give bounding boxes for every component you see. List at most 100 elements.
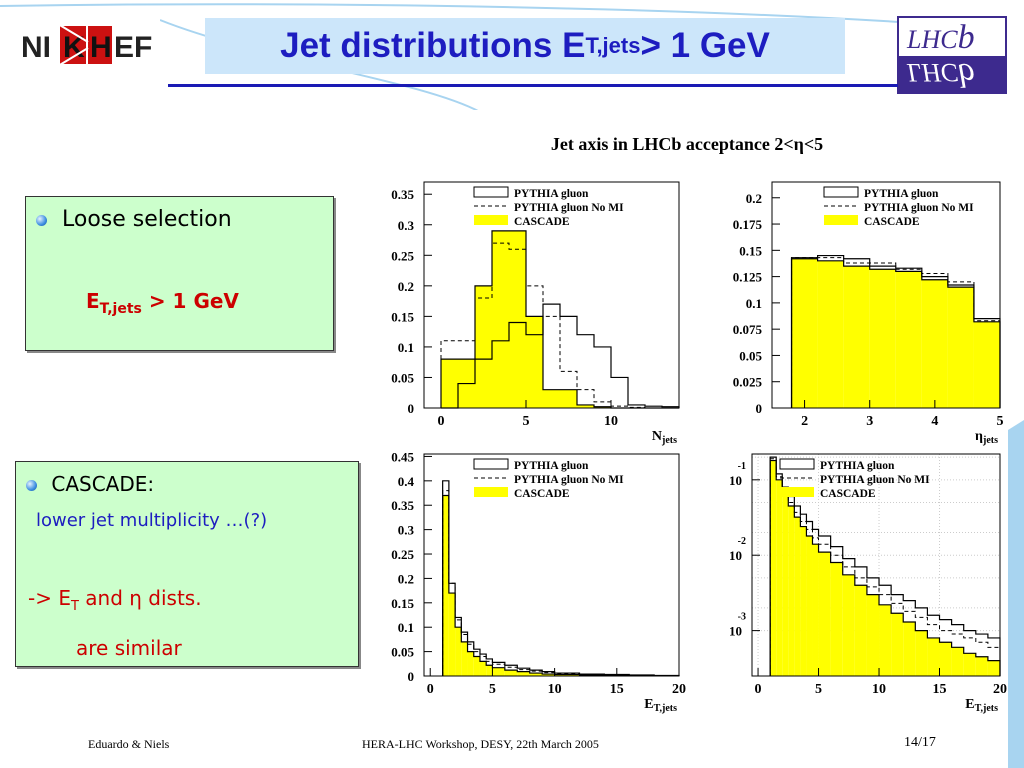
cascade-bar <box>577 404 594 408</box>
cascade-bar <box>442 495 449 676</box>
cascade-bar <box>963 653 976 676</box>
pythia-gluon-series <box>441 303 680 409</box>
x-tick-label: 5 <box>489 682 496 697</box>
y-tick-label: 0 <box>408 669 415 684</box>
cascade-bar <box>842 574 855 676</box>
cascade-bar <box>891 613 904 676</box>
y-tick-label: 0.15 <box>391 596 414 611</box>
x-tick-label: 0 <box>438 414 445 429</box>
cascade-bar <box>529 673 543 676</box>
axes-frame <box>751 453 1001 677</box>
legend-swatch-cascade <box>780 487 814 497</box>
svg-text:NI: NI <box>21 31 51 64</box>
legend-swatch-pythia <box>473 458 509 470</box>
slide-title: Jet distributions E T,jets > 1 GeV <box>280 26 770 65</box>
legend-label: PYTHIA gluon <box>820 460 895 472</box>
cascade-bar <box>467 651 474 676</box>
cascade-bar <box>879 604 892 676</box>
cascade-bar <box>560 389 577 408</box>
y-tick-label: 0.4 <box>398 474 415 489</box>
cascade-bar <box>895 271 922 408</box>
y-tick-label: 0.075 <box>733 322 763 337</box>
cascade-bar <box>770 460 777 676</box>
cascade-bar <box>554 674 580 676</box>
footer-page-number: 14/17 <box>904 735 936 750</box>
bullet-dot-icon <box>36 215 47 226</box>
chart-panel-2: 0 0.025 0.05 0.075 0.1 0.125 0.15 0.175 0.2 2 3 4 5η… <box>733 181 1004 446</box>
bullet-dot-icon <box>26 480 37 491</box>
cascade-bar <box>973 321 1000 408</box>
plots-figure: Jet axis in LHCb acceptance 2<η<5 00.050… <box>367 110 1007 726</box>
cascade-bar <box>486 665 493 676</box>
x-axis-label: ET,jets <box>644 697 677 714</box>
pythia-gluon-series <box>790 254 1001 408</box>
cascade-bar <box>939 642 952 676</box>
x-axis-label: Njets <box>652 429 677 446</box>
legend-label: PYTHIA gluon No MI <box>514 474 624 486</box>
cascade-bar <box>854 585 867 676</box>
svg-text:H: H <box>90 31 112 64</box>
cascade-bar <box>475 285 492 408</box>
cascade-bullet: CASCADE: <box>26 472 154 496</box>
cascade-bar <box>987 660 1000 676</box>
cascade-bar <box>915 630 928 676</box>
lhcb-logo: LHCb LHCb <box>897 16 1007 94</box>
cascade-bar <box>817 260 844 408</box>
y-tick-exponent: -3 <box>738 612 746 623</box>
legend-label: CASCADE <box>820 488 876 500</box>
cascade-bar <box>903 622 916 676</box>
pythia-nomi-series <box>791 257 1001 408</box>
x-axis-label: ηjets <box>975 429 998 446</box>
cascade-bar <box>947 287 974 408</box>
y-tick-label: 0.3 <box>398 218 415 233</box>
x-tick-label: 10 <box>872 682 886 697</box>
legend-label: PYTHIA gluon <box>514 460 589 472</box>
cascade-bar <box>543 389 560 408</box>
x-tick-label: 20 <box>993 682 1007 697</box>
cascade-line3: are similar <box>76 636 182 660</box>
y-tick-label: 0.45 <box>391 449 414 464</box>
chart-panel-1: 0 0.05 0.1 0.15 0.2 0.25 0.3 0.35 0 5 10 Njets PYTHI… <box>391 181 680 446</box>
selection-box: Loose selection ET,jets > 1 GeV <box>25 196 334 351</box>
cascade-bar <box>788 505 795 676</box>
x-tick-label: 4 <box>931 414 938 429</box>
legend-swatch-pythia <box>779 458 815 470</box>
legend-label: PYTHIA gluon <box>514 188 589 200</box>
cascade-line2: -> ET and η dists. <box>28 586 202 614</box>
pythia-gluon-series <box>442 480 680 677</box>
svg-text:LHCb: LHCb <box>906 19 975 56</box>
y-tick-label: 0.15 <box>391 309 414 324</box>
x-tick-label: 3 <box>866 414 873 429</box>
cascade-bar <box>455 627 462 676</box>
x-tick-label: 20 <box>672 682 686 697</box>
y-tick-label: 0.2 <box>398 279 414 294</box>
cascade-bar <box>951 647 964 676</box>
y-tick-label: 0.3 <box>398 523 415 538</box>
cascade-bar <box>542 674 555 676</box>
y-tick-label: 0.05 <box>391 370 414 385</box>
pythia-nomi-series <box>769 458 1001 676</box>
cascade-bar <box>843 266 870 408</box>
y-tick-exponent: -1 <box>738 461 746 472</box>
cascade-line1: lower jet multiplicity …(?) <box>36 510 268 531</box>
cascade-bar <box>492 667 505 676</box>
nikhef-logo: NI K H EF <box>18 20 160 70</box>
cascade-bar <box>517 671 530 676</box>
cascade-bar <box>830 562 843 676</box>
cascade-bar <box>975 656 988 676</box>
y-tick-label: 0 <box>408 401 415 416</box>
legend-label: PYTHIA gluon No MI <box>864 202 974 214</box>
cascade-bar <box>594 406 611 408</box>
x-tick-label: 5 <box>997 414 1004 429</box>
y-tick-label: 0.15 <box>739 243 762 258</box>
selection-bullet: Loose selection <box>36 207 232 232</box>
cascade-series-outline <box>769 459 1001 676</box>
svg-text:LHCb: LHCb <box>906 56 975 93</box>
y-tick-label: 0.25 <box>391 547 414 562</box>
title-underline <box>168 84 898 87</box>
cascade-bar <box>441 359 458 408</box>
cascade-note-box: CASCADE: lower jet multiplicity …(?) -> … <box>15 461 359 667</box>
y-tick-label: 0.025 <box>733 375 763 390</box>
